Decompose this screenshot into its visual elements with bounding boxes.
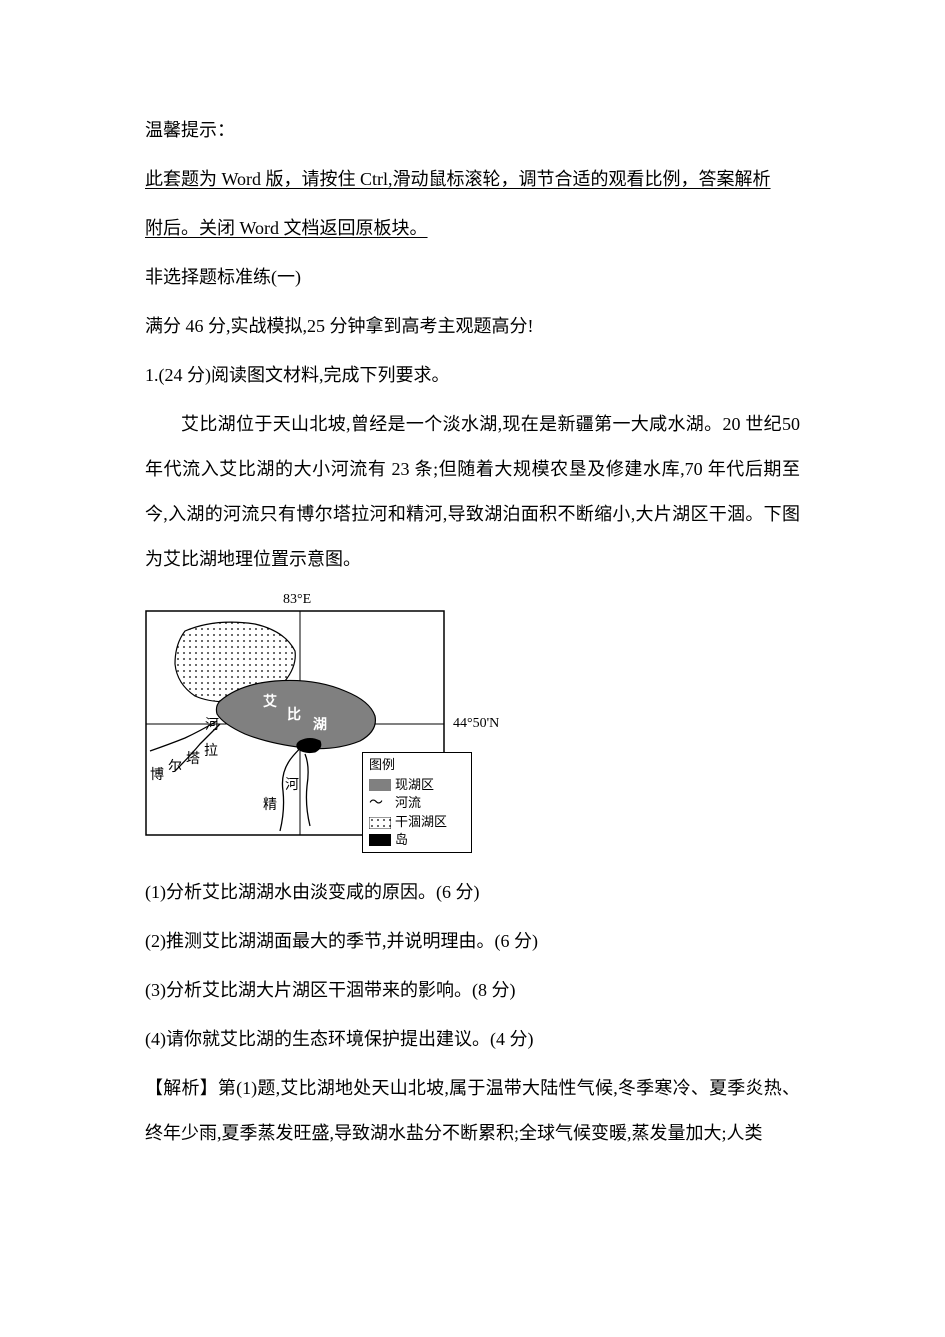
legend-swatch-current (369, 779, 391, 791)
legend-current-label: 现湖区 (395, 776, 434, 794)
legend-swatch-island (369, 834, 391, 846)
hint-title: 温馨提示： (145, 108, 800, 153)
legend-swatch-dried (369, 816, 391, 828)
sub-question-2: (2)推测艾比湖湖面最大的季节,并说明理由。(6 分) (145, 919, 800, 964)
lake-char-2: 比 (287, 704, 301, 724)
question-prompt: 1.(24 分)阅读图文材料,完成下列要求。 (145, 353, 800, 398)
river1-c3: 塔 (186, 748, 200, 768)
hint-line-2: 附后。关闭 Word 文档返回原板块。 (145, 206, 800, 251)
question-body: 艾比湖位于天山北坡,曾经是一个淡水湖,现在是新疆第一大咸水湖。20 世纪50 年… (145, 402, 800, 582)
river2-c1: 精 (263, 794, 277, 814)
river1-c5: 河 (205, 714, 219, 734)
legend-title: 图例 (369, 756, 465, 774)
legend-dried: 干涸湖区 (369, 813, 465, 831)
lake-char-3: 湖 (313, 714, 327, 734)
legend: 图例 现湖区 ～ 河流 干涸湖区 岛 (362, 752, 472, 853)
legend-dried-label: 干涸湖区 (395, 813, 447, 831)
legend-river: ～ 河流 (369, 794, 465, 812)
legend-island: 岛 (369, 831, 465, 849)
hint-line-1: 此套题为 Word 版，请按住 Ctrl,滑动鼠标滚轮，调节合适的观看比例，答案… (145, 157, 800, 202)
river1-c1: 博 (150, 764, 164, 784)
section-heading: 非选择题标准练(一) (145, 255, 800, 300)
legend-swatch-river: ～ (369, 798, 391, 810)
river1-c4: 拉 (204, 740, 218, 760)
legend-island-label: 岛 (395, 831, 408, 849)
river1-c2: 尔 (168, 756, 182, 776)
lake-char-1: 艾 (263, 691, 277, 711)
analysis-text: 【解析】第(1)题,艾比湖地处天山北坡,属于温带大陆性气候,冬季寒冷、夏季炎热、… (145, 1066, 800, 1156)
sub-question-3: (3)分析艾比湖大片湖区干涸带来的影响。(8 分) (145, 968, 800, 1013)
latitude-label: 44°50'N (453, 716, 499, 732)
legend-current: 现湖区 (369, 776, 465, 794)
sub-question-1: (1)分析艾比湖湖水由淡变咸的原因。(6 分) (145, 870, 800, 915)
longitude-label: 83°E (283, 592, 311, 608)
legend-river-label: 河流 (395, 794, 421, 812)
sub-question-4: (4)请你就艾比湖的生态环境保护提出建议。(4 分) (145, 1017, 800, 1062)
section-subtitle: 满分 46 分,实战模拟,25 分钟拿到高考主观题高分! (145, 304, 800, 349)
map-figure: 83°E 44°50'N 艾 比 湖 博 尔 塔 拉 河 (145, 596, 475, 856)
river2-c2: 河 (285, 774, 299, 794)
